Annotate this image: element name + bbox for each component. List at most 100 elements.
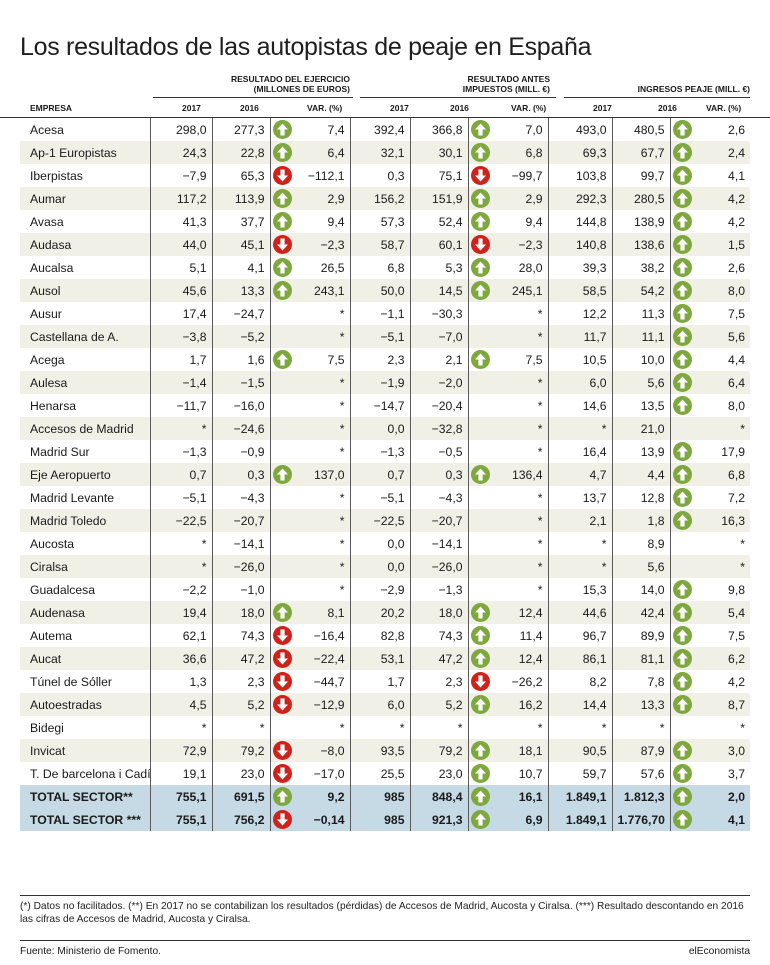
table-row: Aucosta * −14,1 * 0,0 −14,1 * * 8,9 * [20,532,750,555]
trend-cell [468,348,492,371]
col-2016-c: 2016 [658,103,677,113]
arrow-up-icon [672,672,692,691]
value-cell: 79,2 [212,739,271,762]
variation-cell: −26,2 [492,670,549,693]
value-cell: 277,3 [212,118,271,141]
table-row: Audasa 44,0 45,1 −2,3 58,7 60,1 −2,3 140,8 138,6… [20,233,750,256]
value-cell: 79,2 [410,739,469,762]
value-cell: 1,3 [150,670,213,693]
variation-cell: 3,7 [728,766,745,781]
variation-cell: 7,2 [728,490,745,505]
variation-cell: 8,0 [694,279,750,302]
variation-cell: * [294,417,351,440]
value-cell: 18,0 [410,601,469,624]
variation-cell: 16,1 [492,785,549,808]
arrow-up-icon [470,120,490,139]
trend-cell [468,578,492,601]
trend-cell [670,141,694,164]
col-2017-a: 2017 [182,103,201,113]
variation-cell: * [294,578,351,601]
trend-cell [270,647,294,670]
variation-cell: 6,2 [694,647,750,670]
variation-cell: 16,3 [694,509,750,532]
arrow-up-icon [272,465,292,484]
value-cell: 10,5 [548,348,613,371]
value-cell: 52,4 [410,210,469,233]
variation-cell: 9,8 [728,582,745,597]
trend-cell [468,647,492,670]
trend-cell [670,647,694,670]
trend-cell [670,716,694,739]
trend-cell [468,624,492,647]
trend-cell [670,440,694,463]
value-cell: * [548,417,613,440]
table-row: Ausur 17,4 −24,7 * −1,1 −30,3 * 12,2 11,3 7,5 [20,302,750,325]
trend-cell [468,302,492,325]
value-cell: * [410,716,469,739]
group-header-ingresos-peaje: INGRESOS PEAJE (MILL. €) [580,84,750,94]
trend-cell [468,233,492,256]
table-row: Aucalsa 5,1 4,1 26,5 6,8 5,3 28,0 39,3 38,2 2,6 [20,256,750,279]
variation-cell: * [492,532,549,555]
value-cell: * [150,555,213,578]
variation-cell: * [740,536,745,551]
company-name: Eje Aeropuerto [20,463,151,486]
value-cell: −2,2 [150,578,213,601]
value-cell: 25,5 [350,762,411,785]
trend-cell [270,624,294,647]
value-cell: 6,8 [350,256,411,279]
variation-cell: 2,9 [492,187,549,210]
value-cell: * [212,716,271,739]
value-cell: 8,9 [612,532,671,555]
value-cell: 58,5 [548,279,613,302]
value-cell: 38,2 [612,256,671,279]
value-cell: 14,5 [410,279,469,302]
arrow-up-icon [272,350,292,369]
value-cell: 13,3 [212,279,271,302]
table-row: Madrid Levante −5,1 −4,3 * −5,1 −4,3 * 13,7 12,8… [20,486,750,509]
group-header-line2: (MILLONES DE EUROS) [253,84,350,94]
variation-cell: * [294,440,351,463]
trend-cell [468,670,492,693]
trend-cell [670,509,694,532]
variation-cell: 28,0 [492,256,549,279]
variation-cell: −0,14 [294,808,351,831]
arrow-up-icon [470,258,490,277]
trend-cell [270,693,294,716]
value-cell: 45,1 [212,233,271,256]
variation-cell: 8,7 [694,693,750,716]
value-cell: 81,1 [612,647,671,670]
company-name: Guadalcesa [20,578,151,601]
arrow-down-icon [470,235,490,254]
variation-cell: −112,1 [294,164,351,187]
value-cell: 117,2 [150,187,213,210]
variation-cell: 7,5 [728,628,745,643]
trend-cell [270,141,294,164]
value-cell: 14,6 [548,394,613,417]
arrow-up-icon [470,787,490,806]
value-cell: 39,3 [548,256,613,279]
company-name: Aucosta [20,532,151,555]
value-cell: 2,3 [350,348,411,371]
trend-cell [670,210,694,233]
table-row: Acega 1,7 1,6 7,5 2,3 2,1 7,5 10,5 10,0 4,4 [20,348,750,371]
company-name: Aumar [20,187,151,210]
value-cell: 6,0 [548,371,613,394]
value-cell: 2,1 [548,509,613,532]
value-cell: 45,6 [150,279,213,302]
arrow-up-icon [672,580,692,599]
arrow-up-icon [470,695,490,714]
trend-cell [670,164,694,187]
value-cell: 0,0 [350,417,411,440]
variation-cell: 18,1 [492,739,549,762]
trend-cell [270,670,294,693]
value-cell: 0,3 [410,463,469,486]
value-cell: −1,3 [350,440,411,463]
arrow-up-icon [272,787,292,806]
table-row: Ap-1 Europistas 24,3 22,8 6,4 32,1 30,1 6,8 69,… [20,141,750,164]
group-rule [564,97,750,98]
value-cell: −26,0 [212,555,271,578]
value-cell: 0,0 [350,555,411,578]
variation-cell: * [492,716,549,739]
toll-results-table: Acesa 298,0 277,3 7,4 392,4 366,8 7,0 493,0 480,… [20,118,751,831]
